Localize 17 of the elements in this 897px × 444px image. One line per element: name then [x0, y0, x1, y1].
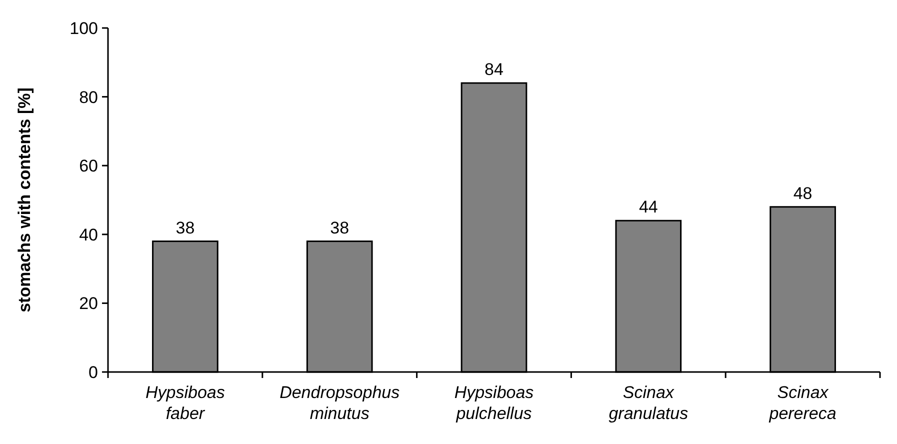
y-tick-label: 40	[79, 225, 98, 244]
y-tick-label: 80	[79, 88, 98, 107]
y-axis-title: stomachs with contents [%]	[15, 88, 34, 312]
x-tick-label: Hypsiboas faber	[146, 383, 226, 423]
x-tick-label: Dendropsophus minutus	[280, 383, 400, 423]
y-tick-label: 20	[79, 294, 98, 314]
y-tick-label: 0	[88, 362, 98, 382]
x-tick-label: Hypsiboas pulchellus	[454, 383, 534, 423]
y-tick-label: 60	[79, 156, 98, 176]
data-label: 44	[638, 198, 658, 217]
data-label: 84	[484, 60, 504, 80]
data-label: 48	[793, 184, 812, 203]
x-tick-label: Scinax perereca	[768, 383, 836, 423]
y-tick-label: 100	[70, 18, 98, 38]
data-label: 38	[176, 218, 195, 238]
x-tick-label: Scinax granulatus	[608, 383, 689, 423]
data-label: 38	[330, 218, 350, 238]
